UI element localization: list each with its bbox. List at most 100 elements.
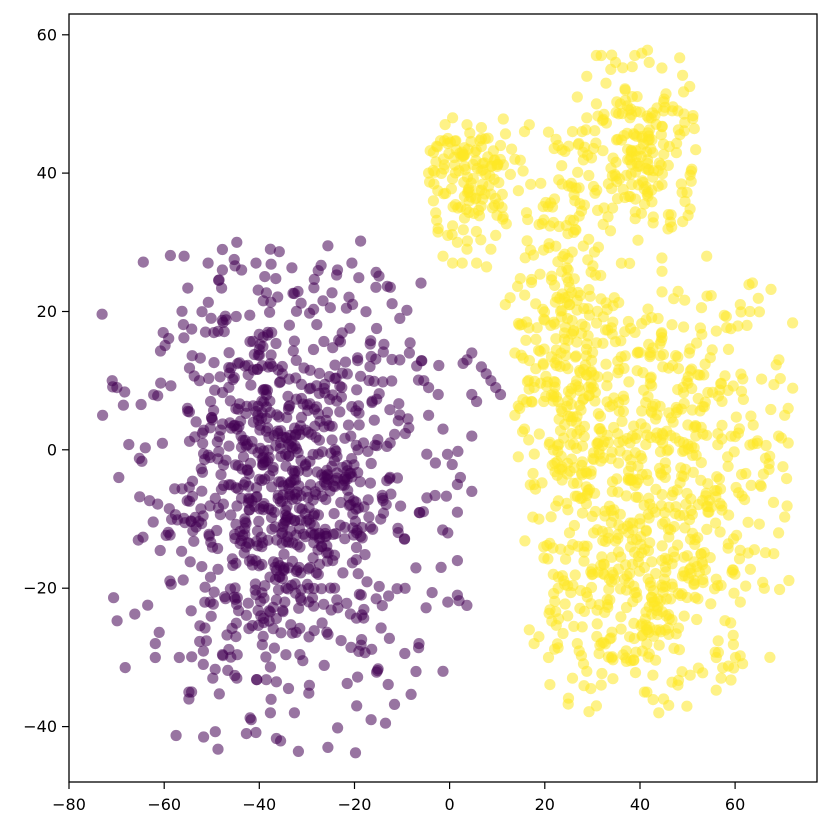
scatter-point — [647, 669, 659, 681]
scatter-point — [176, 545, 188, 557]
scatter-point — [289, 514, 301, 527]
scatter-point — [256, 395, 268, 407]
scatter-point — [625, 168, 637, 180]
scatter-point — [365, 335, 377, 347]
scatter-point — [177, 574, 189, 586]
scatter-point — [733, 487, 745, 499]
scatter-point — [692, 532, 704, 544]
scatter-point — [355, 589, 367, 601]
scatter-point — [572, 540, 584, 552]
scatter-point — [615, 134, 628, 146]
scatter-point — [612, 546, 625, 558]
scatter-point — [716, 395, 728, 407]
scatter-point — [273, 411, 285, 423]
scatter-point — [296, 503, 308, 515]
scatter-point — [432, 185, 444, 197]
scatter-point — [552, 395, 564, 408]
scatter-point — [295, 392, 308, 405]
scatter-point — [638, 183, 650, 195]
scatter-point — [288, 335, 300, 347]
scatter-point — [337, 567, 349, 579]
scatter-point — [181, 402, 194, 414]
scatter-point — [642, 157, 654, 170]
scatter-point — [628, 617, 640, 630]
scatter-point — [561, 297, 573, 309]
scatter-point — [506, 143, 518, 155]
scatter-point — [496, 188, 508, 200]
scatter-point — [352, 671, 364, 683]
scatter-point — [239, 523, 251, 535]
scatter-point — [624, 112, 636, 124]
scatter-point — [243, 480, 255, 492]
scatter-point — [240, 728, 252, 740]
scatter-point — [560, 553, 572, 565]
scatter-point — [678, 437, 690, 449]
scatter-point — [319, 530, 332, 543]
scatter-point — [646, 591, 658, 604]
scatter-point — [196, 485, 208, 497]
scatter-point — [311, 319, 323, 331]
scatter-point — [96, 308, 108, 320]
scatter-point — [721, 322, 733, 334]
scatter-point — [288, 707, 300, 719]
scatter-point — [632, 234, 644, 246]
scatter-point — [457, 149, 469, 161]
scatter-point — [686, 163, 698, 175]
scatter-point — [744, 305, 756, 318]
scatter-point — [383, 632, 395, 645]
scatter-point — [165, 578, 177, 590]
scatter-point — [620, 490, 633, 502]
scatter-point — [661, 445, 673, 457]
scatter-point — [744, 563, 757, 575]
scatter-point — [347, 508, 359, 520]
scatter-point — [629, 49, 641, 62]
scatter-point — [596, 525, 608, 538]
scatter-point — [633, 565, 646, 577]
scatter-point — [257, 537, 269, 549]
scatter-point — [212, 325, 224, 337]
scatter-point — [294, 649, 306, 661]
scatter-point — [664, 524, 677, 536]
scatter-point — [225, 509, 237, 521]
scatter-point — [617, 435, 629, 447]
scatter-point — [542, 651, 555, 664]
scatter-point — [383, 590, 395, 602]
scatter-point — [535, 177, 547, 189]
scatter-point — [567, 579, 579, 592]
scatter-point — [528, 478, 540, 491]
scatter-point — [451, 589, 463, 601]
scatter-point — [299, 460, 311, 472]
scatter-point — [312, 568, 324, 581]
scatter-point — [264, 606, 276, 618]
scatter-point — [623, 376, 635, 388]
scatter-point — [577, 154, 590, 166]
scatter-points — [96, 44, 799, 759]
scatter-point — [691, 613, 703, 626]
scatter-point — [583, 233, 595, 245]
scatter-point — [523, 119, 535, 131]
scatter-point — [765, 283, 777, 295]
scatter-point — [553, 174, 565, 186]
scatter-point — [475, 132, 487, 145]
scatter-point — [283, 319, 295, 331]
scatter-point — [297, 528, 310, 540]
scatter-point — [135, 398, 147, 411]
scatter-point — [254, 442, 266, 454]
y-tick-label: 20 — [37, 302, 57, 321]
scatter-point — [230, 617, 242, 629]
scatter-point — [587, 452, 599, 465]
scatter-point — [658, 693, 670, 705]
scatter-point — [533, 513, 545, 525]
scatter-point — [520, 207, 533, 219]
scatter-point — [486, 202, 499, 214]
scatter-point — [581, 70, 593, 82]
scatter-point — [304, 364, 316, 376]
scatter-point — [349, 747, 362, 759]
scatter-point — [212, 563, 224, 575]
scatter-point — [312, 509, 324, 521]
scatter-point — [322, 628, 334, 641]
scatter-point — [578, 430, 590, 442]
scatter-point — [117, 399, 129, 411]
scatter-point — [475, 234, 487, 246]
